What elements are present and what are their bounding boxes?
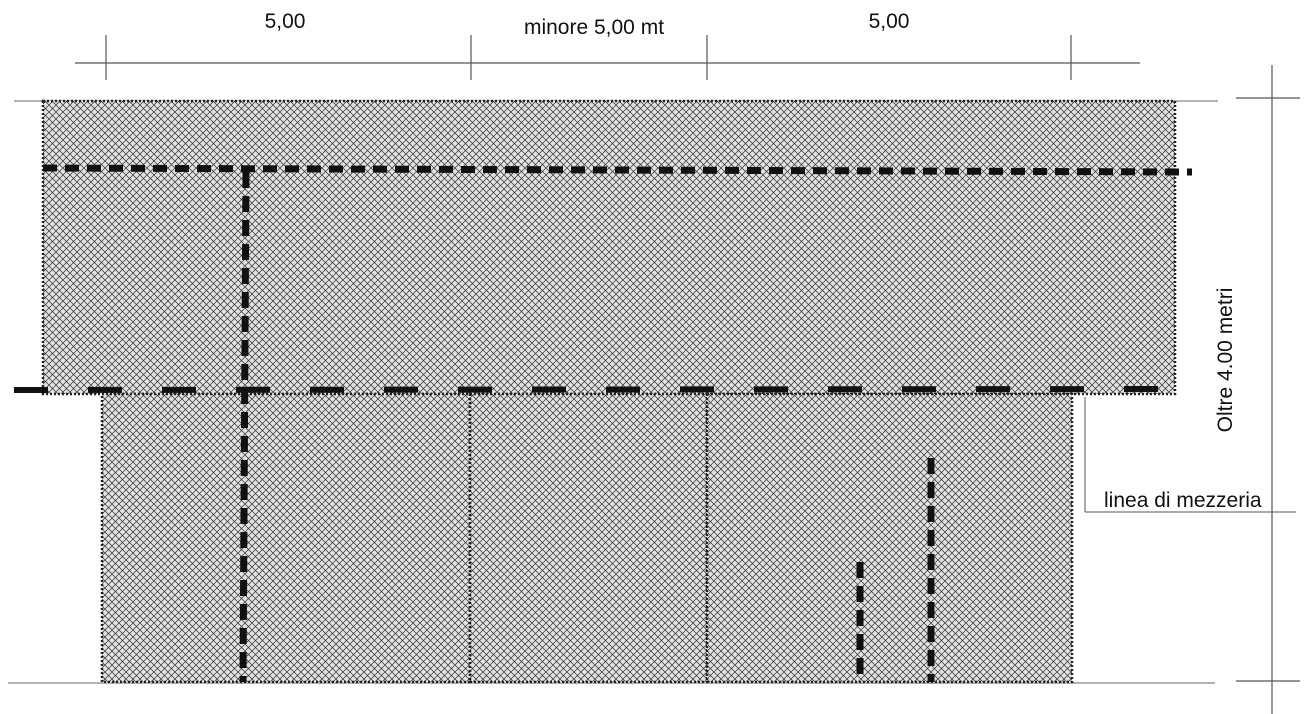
vertical-dashed-left [239,171,250,683]
height-dimension-line [1236,65,1300,714]
upper-dashed-line [42,164,1193,176]
middle-span-label: minore 5,00 mt [523,16,665,39]
left-span-label: 5,00 [264,10,306,33]
lower-block-middle [468,392,709,684]
top-dimension-line [75,35,1140,80]
lower-block-right [705,392,1074,684]
height-label: Oltre 4.00 metri [1214,287,1237,433]
center-line-label: linea di mezzeria [1104,489,1262,512]
heavy-dashed-lines [13,164,1193,683]
right-span-label: 5,00 [868,10,910,33]
lower-block-left [100,392,472,684]
upper-block [41,99,1177,396]
center-line-leader [1084,397,1296,513]
